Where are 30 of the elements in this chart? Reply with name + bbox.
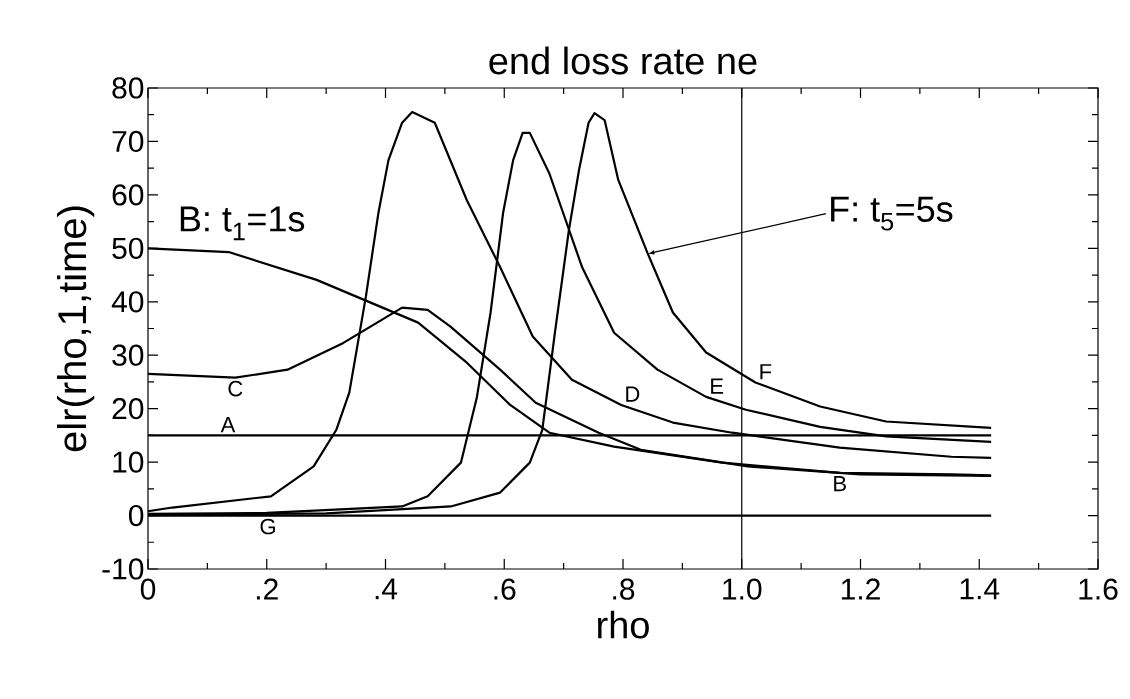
series-label: G [260,518,275,535]
x-axis-title: rho [598,610,649,639]
series-label: E [711,378,724,394]
series-label: A [220,417,236,433]
annotation: F: t$_{5}$=5s [831,196,953,231]
x-tick-label: 1.4 [960,578,1000,600]
x-tick-label: 1.6 [1079,578,1118,600]
y-tick-label: 50 [112,237,144,259]
y-axis-title: elr(rho,1,time) [56,206,95,452]
x-tick-label: .2 [256,578,278,600]
y-tick-label: -10 [102,558,144,580]
y-tick-label: 80 [112,77,144,99]
series-label: D [626,386,640,402]
x-tick-label: .8 [613,578,635,600]
y-tick-label: 30 [112,344,144,366]
x-tick-label: 1.2 [841,578,880,600]
y-tick-label: 70 [112,130,144,153]
chart-title: end loss rate ne [489,46,757,75]
y-tick-label: 40 [111,291,144,313]
series-label: F [760,364,772,380]
y-tick-label: 10 [113,451,144,473]
x-tick-label: .4 [375,578,398,600]
y-tick-label: 0 [128,504,144,527]
annotation: B: t$_{1}$=1s [180,206,305,241]
y-tick-label: 60 [112,184,144,206]
x-tick-label: 1.0 [723,578,762,600]
y-tick-label: 20 [112,398,144,420]
series-label: B [834,476,846,492]
x-tick-label: .6 [494,578,516,600]
series-label: C [228,380,243,397]
